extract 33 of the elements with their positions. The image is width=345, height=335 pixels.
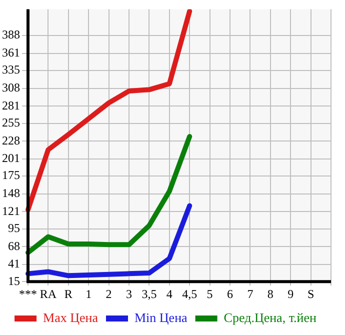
y-tick-label: 15 bbox=[8, 274, 20, 288]
legend-label: Min Цена bbox=[134, 310, 188, 325]
x-tick-label: 5 bbox=[206, 286, 213, 301]
x-tick-label: S bbox=[307, 286, 314, 301]
y-tick-label: 388 bbox=[2, 28, 20, 42]
y-tick-label: 68 bbox=[8, 238, 20, 253]
y-tick-label: 121 bbox=[2, 204, 20, 218]
legend-label: Max Цена bbox=[43, 310, 98, 325]
x-tick-label: 8 bbox=[267, 286, 274, 301]
y-tick-label: 255 bbox=[2, 115, 20, 130]
x-tick-label: 1 bbox=[86, 286, 92, 301]
y-tick-label: 335 bbox=[2, 62, 20, 77]
x-tick-label: 7 bbox=[247, 286, 254, 301]
x-tick-label: 3 bbox=[126, 286, 132, 301]
y-tick-label: 95 bbox=[8, 220, 20, 235]
x-tick-label: 4,5 bbox=[182, 286, 198, 301]
y-tick-label: 361 bbox=[2, 46, 20, 60]
y-tick-label: 148 bbox=[2, 186, 20, 200]
y-tick-label: 228 bbox=[2, 133, 20, 148]
y-tick-label: 281 bbox=[2, 98, 20, 112]
y-tick-label: 175 bbox=[2, 168, 20, 182]
x-tick-label: 6 bbox=[227, 286, 233, 301]
y-tick-label: 201 bbox=[2, 151, 20, 166]
x-tick-label: 9 bbox=[288, 286, 294, 301]
x-tick-label: 3,5 bbox=[142, 286, 157, 301]
x-tick-label: R bbox=[64, 286, 72, 301]
x-tick-label: *** bbox=[19, 286, 37, 301]
x-tick-label: 2 bbox=[106, 286, 112, 301]
x-tick-label: 4 bbox=[166, 286, 172, 301]
y-tick-label: 308 bbox=[2, 80, 20, 95]
legend-label: Сред.Цена, т.йен bbox=[224, 310, 317, 325]
x-tick-label: RA bbox=[40, 286, 57, 301]
y-tick-label: 41 bbox=[8, 256, 20, 271]
